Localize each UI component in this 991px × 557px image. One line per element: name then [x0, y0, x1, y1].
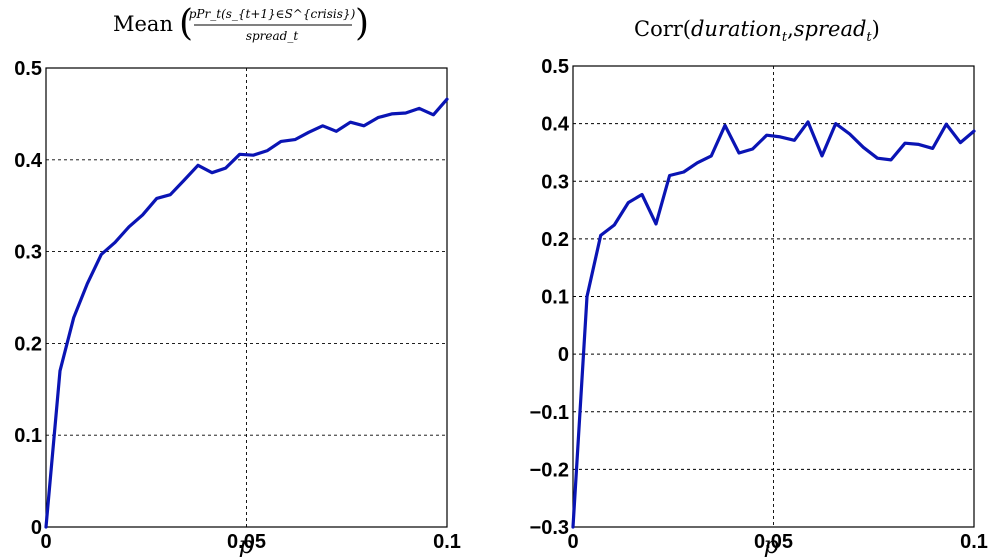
y-tick-labels: 0 0.1 0.2 0.3 0.4 0.5 [14, 58, 43, 539]
chart-title-corr: Corr(durationt,spreadt) [634, 17, 880, 45]
title-right-paren: ) [355, 3, 369, 44]
y-tick-label: 0.2 [14, 333, 42, 355]
title-fraction-numerator: pPr_t(s_{t+1}∈S^{crisis}) [189, 7, 356, 21]
y-tick-label: 0.4 [541, 114, 570, 136]
y-tick-label: 0.5 [541, 56, 569, 78]
series-line [44, 97, 449, 529]
title-arg1-sub: t [782, 30, 788, 45]
x-axis-label: p [238, 531, 253, 557]
title-sep: , [787, 17, 794, 41]
title-suffix: ) [872, 17, 880, 41]
title-prefix: Corr( [634, 17, 691, 41]
y-tick-label: 0.2 [541, 229, 569, 251]
grid-lines [573, 66, 974, 527]
chart-title-mean: Mean [113, 12, 173, 36]
x-tick-label: 0.05 [754, 531, 793, 553]
y-tick-label: 0.1 [541, 287, 569, 309]
y-tick-label: −0.2 [530, 459, 569, 481]
x-tick-label: 0.1 [960, 531, 988, 553]
axes-frame [572, 65, 975, 528]
x-tick-labels: 0 0.05 0.1 [40, 531, 460, 553]
y-tick-label: 0 [558, 344, 569, 366]
mean-chart: Mean ( pPr_t(s_{t+1}∈S^{crisis}) spread_… [14, 3, 461, 557]
x-axis-label: p [763, 531, 778, 557]
axes-frame [45, 67, 448, 528]
y-tick-label: 0.1 [14, 425, 42, 447]
y-tick-label: −0.1 [530, 402, 569, 424]
y-tick-label: 0.3 [541, 171, 569, 193]
y-tick-label: 0 [31, 517, 42, 539]
title-arg2: spread [794, 17, 867, 41]
x-tick-label: 0.05 [227, 531, 266, 553]
x-tick-labels: 0 0.05 0.1 [567, 531, 987, 553]
title-left-paren: ( [179, 3, 193, 44]
grid-lines [46, 68, 447, 527]
y-tick-label: −0.3 [530, 517, 569, 539]
y-tick-labels: −0.3 −0.2 −0.1 0 0.1 0.2 0.3 0.4 0.5 [530, 56, 570, 539]
x-tick-label: 0.1 [433, 531, 461, 553]
x-tick-label: 0 [567, 531, 578, 553]
series-line [571, 120, 976, 529]
y-tick-label: 0.3 [14, 242, 42, 264]
title-arg1: duration [691, 17, 782, 41]
corr-chart: Corr(durationt,spreadt) −0.3−0.2−0.100.1… [530, 17, 988, 557]
y-tick-label: 0.5 [14, 58, 42, 80]
y-tick-label: 0.4 [14, 150, 43, 172]
title-fraction-denominator: spread_t [246, 29, 299, 43]
title-arg2-sub: t [866, 30, 872, 45]
x-tick-label: 0 [40, 531, 51, 553]
